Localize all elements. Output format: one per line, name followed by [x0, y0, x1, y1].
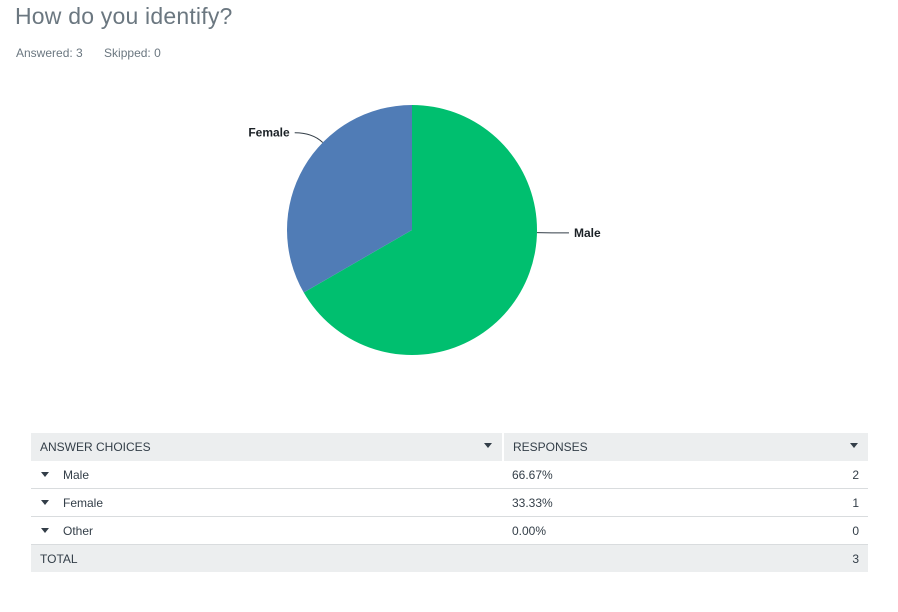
pie-slice-female[interactable]	[286, 105, 412, 293]
expand-caret-icon[interactable]	[41, 500, 49, 506]
header-responses-label: RESPONSES	[513, 440, 588, 454]
skipped-count: Skipped: 0	[104, 46, 161, 60]
total-count: 3	[759, 544, 868, 572]
pie-label-female: Female	[248, 126, 290, 140]
pie-leader-line	[294, 132, 324, 143]
pie-label-male: Male	[574, 226, 601, 240]
table-header-row: ANSWER CHOICES RESPONSES	[31, 433, 868, 461]
header-answer-choices[interactable]: ANSWER CHOICES	[31, 433, 503, 461]
response-count: 2	[759, 461, 868, 489]
response-count: 0	[759, 516, 868, 545]
response-percent: 66.67%	[503, 461, 760, 489]
results-table: ANSWER CHOICES RESPONSES Male 66.67% 2 F…	[31, 433, 868, 572]
response-count: 1	[759, 488, 868, 517]
choice-cell: Other	[31, 516, 503, 545]
expand-caret-icon[interactable]	[41, 472, 49, 478]
header-answer-choices-label: ANSWER CHOICES	[40, 440, 151, 454]
pie-slice-male[interactable]	[303, 105, 537, 355]
question-title: How do you identify?	[15, 3, 233, 29]
total-label: TOTAL	[31, 544, 760, 572]
table-row: Female 33.33% 1	[31, 488, 868, 517]
response-percent: 33.33%	[503, 488, 760, 517]
expand-caret-icon[interactable]	[41, 528, 49, 534]
choice-label: Other	[63, 523, 94, 538]
sort-down-icon[interactable]	[850, 443, 858, 448]
choice-cell: Female	[31, 488, 503, 517]
sort-down-icon[interactable]	[484, 443, 492, 448]
total-row: TOTAL 3	[31, 544, 868, 572]
choice-label: Female	[63, 495, 104, 510]
pie-chart-svg: Male Female	[248, 105, 601, 355]
response-stats: Answered: 3 Skipped: 0	[16, 46, 179, 60]
pie-chart: Male Female	[200, 95, 620, 365]
answered-count: Answered: 3	[16, 46, 83, 60]
header-responses[interactable]: RESPONSES	[502, 433, 868, 461]
table-row: Male 66.67% 2	[31, 461, 868, 489]
table-row: Other 0.00% 0	[31, 516, 868, 545]
response-percent: 0.00%	[503, 516, 760, 545]
choice-cell: Male	[31, 461, 503, 489]
choice-label: Male	[63, 467, 90, 482]
